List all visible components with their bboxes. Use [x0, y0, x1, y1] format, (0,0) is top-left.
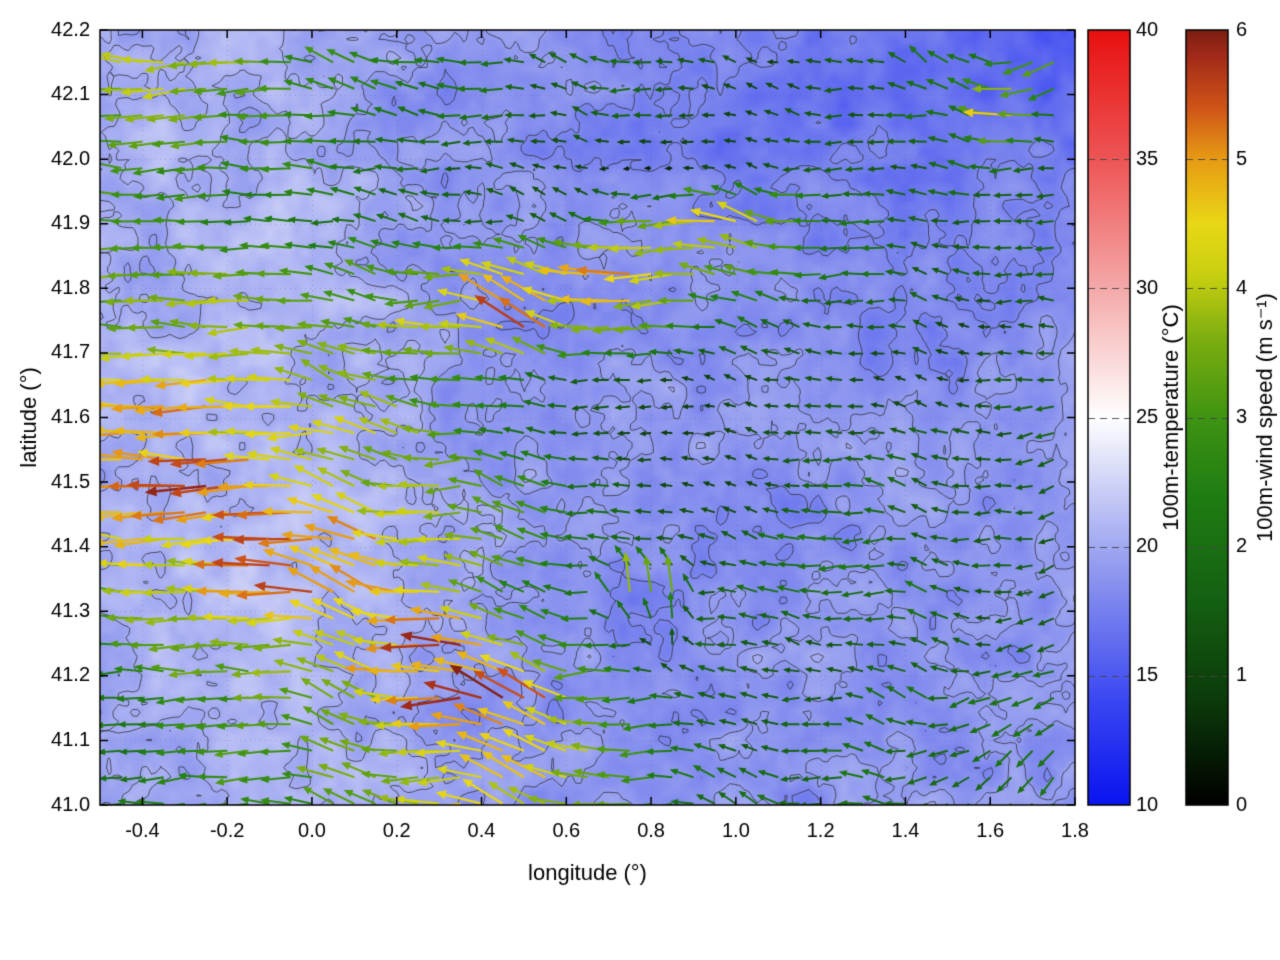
- quiver-heatmap-canvas: [0, 0, 1280, 960]
- weather-map-figure: [0, 0, 1280, 960]
